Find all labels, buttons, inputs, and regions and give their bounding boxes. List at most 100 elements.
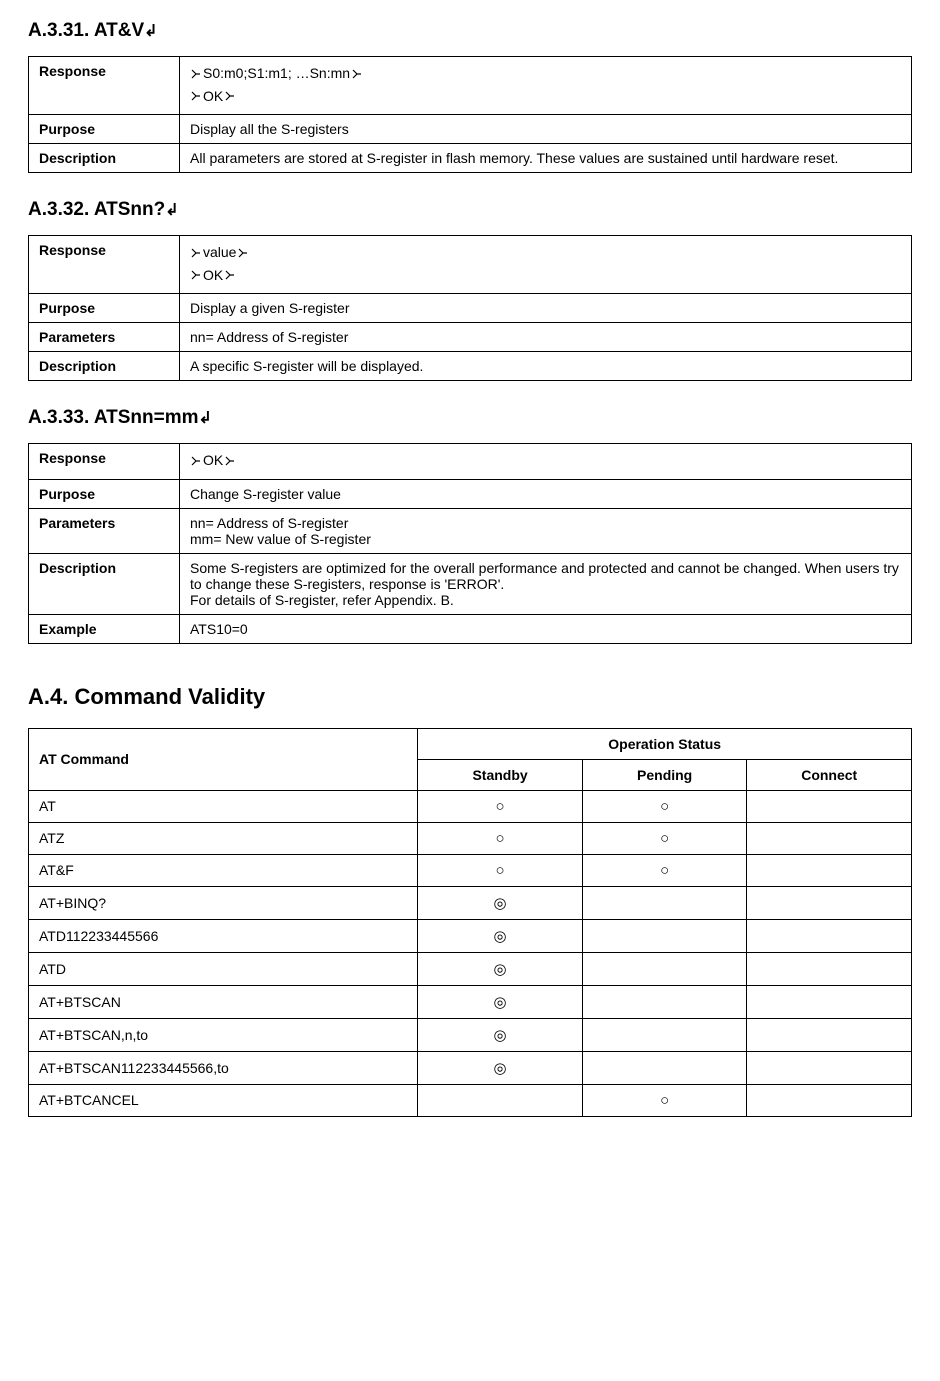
mark-cell-pending: ○ [582,1084,747,1116]
tbody-a333: ResponseOKPurposeChange S-register value… [29,444,912,644]
table-row: DescriptionA specific S-register will be… [29,352,912,381]
header-at-command: AT Command [29,728,418,790]
row-label: Description [29,352,180,381]
row-value: S0:m0;S1:m1; …Sn:mnOK [180,57,912,115]
row-value: nn= Address of S-register [180,323,912,352]
row-value: Display a given S-register [180,294,912,323]
table-row: AT+BTSCAN112233445566,to◎ [29,1051,912,1084]
mark-cell-standby: ◎ [418,919,583,952]
mark-cell-standby: ◎ [418,1051,583,1084]
cmd-cell: AT+BTSCAN112233445566,to [29,1051,418,1084]
section-title-a332: A.3.32. ATSnn?↲ [28,199,912,221]
enter-icon: ↲ [165,202,178,219]
cmd-cell: AT+BTCANCEL [29,1084,418,1116]
cmd-cell: AT+BTSCAN [29,985,418,1018]
row-value: Display all the S-registers [180,115,912,144]
validity-thead: AT Command Operation Status Standby Pend… [29,728,912,790]
table-row: AT+BTCANCEL ○ [29,1084,912,1116]
mark-cell-standby: ○ [418,822,583,854]
row-label: Parameters [29,323,180,352]
row-label: Purpose [29,115,180,144]
header-operation-status: Operation Status [418,728,912,759]
mark-cell-pending [582,919,747,952]
row-value: OK [180,444,912,480]
mark-cell-standby: ◎ [418,886,583,919]
mark-cell-pending [582,886,747,919]
enter-icon: ↲ [199,410,212,427]
row-label: Parameters [29,508,180,553]
cmd-cell: ATZ [29,822,418,854]
row-label: Response [29,236,180,294]
table-row: ResponsevalueOK [29,236,912,294]
table-row: DescriptionSome S-registers are optimize… [29,553,912,614]
table-row: ResponseS0:m0;S1:m1; …Sn:mnOK [29,57,912,115]
cmd-cell: AT&F [29,854,418,886]
mark-cell-standby: ○ [418,854,583,886]
cmd-cell: AT [29,790,418,822]
table-row: AT+BTSCAN,n,to◎ [29,1018,912,1051]
table-row: ATZ○○ [29,822,912,854]
header-standby: Standby [418,759,583,790]
mark-cell-connect [747,1084,912,1116]
section-title-a4: A.4. Command Validity [28,684,912,710]
table-row: AT+BINQ?◎ [29,886,912,919]
cmd-cell: ATD [29,952,418,985]
mark-cell-pending [582,952,747,985]
cmd-cell: ATD112233445566 [29,919,418,952]
row-label: Example [29,614,180,643]
mark-cell-pending [582,1051,747,1084]
row-value: valueOK [180,236,912,294]
enter-icon: ↲ [144,23,157,40]
mark-cell-standby: ◎ [418,952,583,985]
row-label: Purpose [29,294,180,323]
header-connect: Connect [747,759,912,790]
table-row: PurposeDisplay a given S-register [29,294,912,323]
table-row: ATD112233445566◎ [29,919,912,952]
mark-cell-pending [582,1018,747,1051]
table-row: AT○○ [29,790,912,822]
table-row: DescriptionAll parameters are stored at … [29,144,912,173]
tbody-a331: ResponseS0:m0;S1:m1; …Sn:mnOKPurposeDisp… [29,57,912,173]
title-text: A.3.32. ATSnn? [28,199,165,220]
mark-cell-connect [747,790,912,822]
row-value: Change S-register value [180,479,912,508]
mark-cell-connect [747,1018,912,1051]
validity-tbody: AT○○ATZ○○AT&F○○AT+BINQ?◎ATD112233445566◎… [29,790,912,1116]
mark-cell-pending: ○ [582,854,747,886]
tbody-a332: ResponsevalueOKPurposeDisplay a given S-… [29,236,912,381]
table-row: ResponseOK [29,444,912,480]
mark-cell-standby: ○ [418,790,583,822]
mark-cell-connect [747,1051,912,1084]
mark-cell-pending: ○ [582,790,747,822]
row-value: ATS10=0 [180,614,912,643]
cmd-cell: AT+BINQ? [29,886,418,919]
table-a331: ResponseS0:m0;S1:m1; …Sn:mnOKPurposeDisp… [28,56,912,173]
section-title-a333: A.3.33. ATSnn=mm↲ [28,407,912,429]
mark-cell-connect [747,919,912,952]
row-label: Description [29,144,180,173]
table-row: ATD◎ [29,952,912,985]
table-row: ExampleATS10=0 [29,614,912,643]
title-text: A.3.33. ATSnn=mm [28,407,199,428]
header-pending: Pending [582,759,747,790]
mark-cell-pending: ○ [582,822,747,854]
row-label: Response [29,444,180,480]
table-row: PurposeDisplay all the S-registers [29,115,912,144]
cmd-cell: AT+BTSCAN,n,to [29,1018,418,1051]
section-title-a331: A.3.31. AT&V↲ [28,20,912,42]
mark-cell-standby: ◎ [418,1018,583,1051]
table-validity: AT Command Operation Status Standby Pend… [28,728,912,1117]
row-label: Response [29,57,180,115]
title-text: A.3.31. AT&V [28,20,144,41]
table-a332: ResponsevalueOKPurposeDisplay a given S-… [28,235,912,381]
table-row: AT+BTSCAN◎ [29,985,912,1018]
mark-cell-standby [418,1084,583,1116]
row-value: nn= Address of S-registermm= New value o… [180,508,912,553]
table-row: PurposeChange S-register value [29,479,912,508]
row-value: Some S-registers are optimized for the o… [180,553,912,614]
mark-cell-connect [747,822,912,854]
row-label: Description [29,553,180,614]
mark-cell-pending [582,985,747,1018]
mark-cell-connect [747,854,912,886]
mark-cell-connect [747,985,912,1018]
